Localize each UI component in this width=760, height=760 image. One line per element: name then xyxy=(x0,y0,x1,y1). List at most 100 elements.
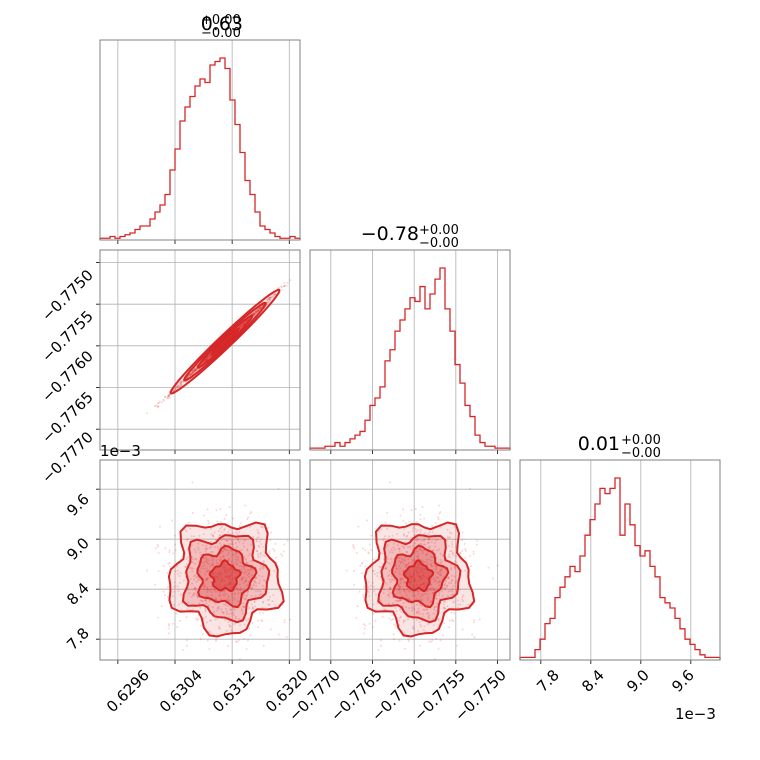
scatter-point xyxy=(224,569,227,572)
scatter-point xyxy=(216,617,219,620)
scatter-point xyxy=(202,556,205,559)
scatter-point xyxy=(412,559,415,562)
panel-2-1 xyxy=(306,459,511,664)
contour-line xyxy=(402,559,435,593)
scatter-point xyxy=(376,574,379,577)
scatter-point xyxy=(196,578,199,581)
scatter-point xyxy=(168,396,171,399)
scatter-point xyxy=(249,560,252,563)
scatter-point xyxy=(270,296,273,299)
scatter-point xyxy=(191,372,194,375)
scatter-point xyxy=(427,541,430,544)
scatter-point xyxy=(448,619,451,622)
scatter-point xyxy=(411,577,414,580)
scatter-point xyxy=(414,542,417,545)
scatter-point xyxy=(220,571,223,574)
scatter-point xyxy=(221,593,224,596)
scatter-point xyxy=(190,544,193,547)
scatter-point xyxy=(234,560,237,563)
scatter-point xyxy=(381,552,384,555)
scatter-point xyxy=(199,638,202,641)
scatter-point xyxy=(359,565,362,568)
scatter-point xyxy=(430,640,433,643)
scatter-point xyxy=(194,367,197,370)
scatter-point xyxy=(241,609,244,612)
scatter-point xyxy=(403,581,406,584)
scatter-point xyxy=(402,621,405,624)
scatter-point xyxy=(223,583,226,586)
scatter-point xyxy=(374,593,377,596)
scatter-point xyxy=(180,381,183,384)
scatter-point xyxy=(219,570,222,573)
scatter-point xyxy=(164,547,167,550)
scatter-point xyxy=(418,567,421,570)
scatter-point xyxy=(447,536,450,539)
scatter-point xyxy=(217,562,220,565)
scatter-point xyxy=(222,611,225,614)
contour-line xyxy=(196,314,254,369)
scatter-point xyxy=(429,563,432,566)
scatter-point xyxy=(190,372,193,375)
scatter-point xyxy=(223,518,226,521)
scatter-point xyxy=(244,504,247,507)
scatter-point xyxy=(360,572,363,575)
scatter-point xyxy=(411,559,414,562)
scatter-point xyxy=(407,531,410,534)
scatter-point xyxy=(408,598,411,601)
scatter-point xyxy=(225,576,228,579)
scatter-point xyxy=(444,607,447,610)
scatter-point xyxy=(244,538,247,541)
scatter-point xyxy=(437,647,440,650)
scatter-point xyxy=(381,616,384,619)
scatter-point xyxy=(253,605,256,608)
scatter-point xyxy=(206,570,209,573)
scatter-point xyxy=(246,518,249,521)
scatter-point xyxy=(398,556,401,559)
scatter-point xyxy=(184,528,187,531)
scatter-point xyxy=(438,573,441,576)
scatter-point xyxy=(232,608,235,611)
scatter-point xyxy=(174,584,177,587)
scatter-point xyxy=(228,613,231,616)
scatter-point xyxy=(403,527,406,530)
scatter-point xyxy=(390,575,393,578)
scatter-point xyxy=(168,624,171,627)
scatter-point xyxy=(260,306,263,309)
scatter-point xyxy=(172,389,175,392)
scatter-point xyxy=(277,565,280,568)
x0-tick-label: 0.6312 xyxy=(209,666,259,716)
scatter-point xyxy=(420,605,423,608)
scatter-point xyxy=(415,583,418,586)
scatter-point xyxy=(435,568,438,571)
scatter-point xyxy=(241,578,244,581)
scatter-point xyxy=(392,542,395,545)
scatter-point xyxy=(222,538,225,541)
scatter-point xyxy=(206,587,209,590)
scatter-point xyxy=(413,572,416,575)
scatter-point xyxy=(225,629,228,632)
scatter-point xyxy=(252,313,255,316)
scatter-point xyxy=(426,598,429,601)
scatter-point xyxy=(208,630,211,633)
scatter-point xyxy=(352,545,355,548)
scatter-point xyxy=(189,373,192,376)
scatter-point xyxy=(438,504,441,507)
scatter-point xyxy=(435,609,438,612)
scatter-point xyxy=(429,545,432,548)
scatter-point xyxy=(360,562,363,565)
scatter-point xyxy=(400,577,403,580)
scatter-point xyxy=(395,564,398,567)
scatter-point xyxy=(205,599,208,602)
scatter-point xyxy=(262,545,265,548)
scatter-point xyxy=(201,600,204,603)
scatter-point xyxy=(367,586,370,589)
scatter-point xyxy=(184,565,187,568)
scatter-point xyxy=(255,539,258,542)
scatter-point xyxy=(262,560,265,563)
scatter-point xyxy=(145,569,148,572)
scatter-point xyxy=(220,556,223,559)
scatter-point xyxy=(402,545,405,548)
scatter-point xyxy=(217,584,220,587)
scatter-point xyxy=(229,568,232,571)
scatter-point xyxy=(441,595,444,598)
